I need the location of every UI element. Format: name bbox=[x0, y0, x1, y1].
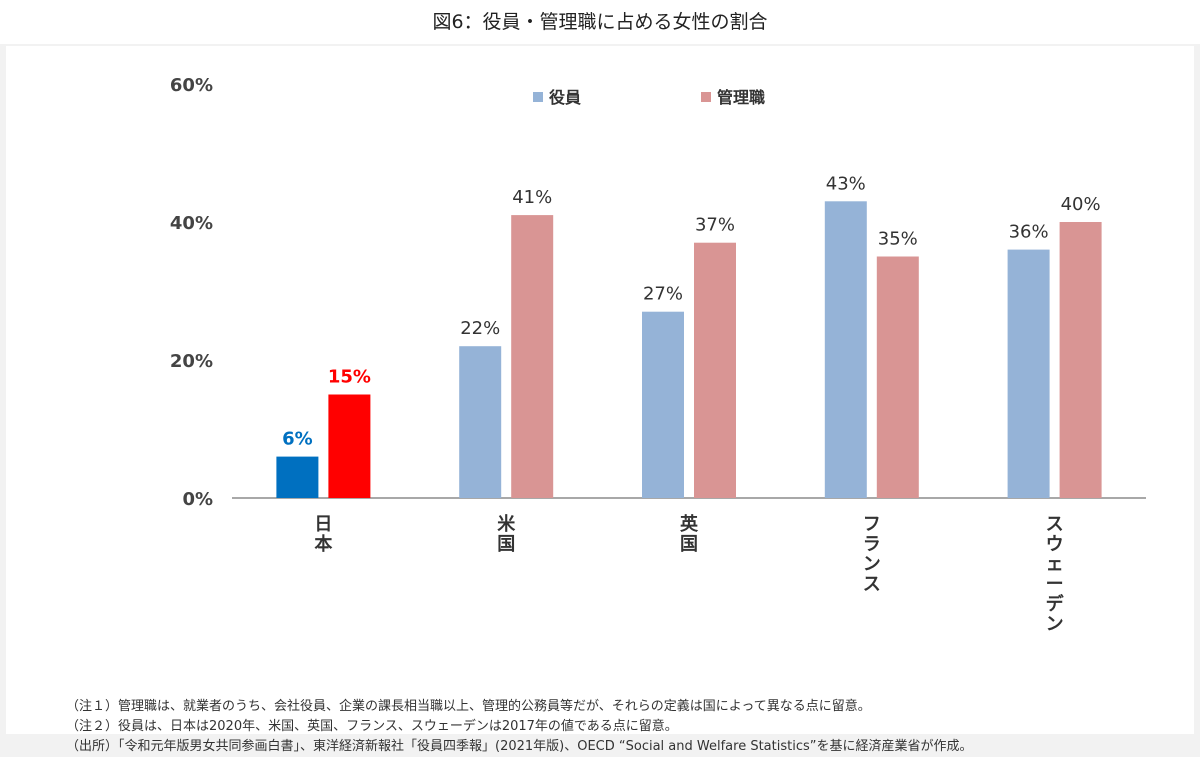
x-tick-label-char: ラ bbox=[863, 534, 881, 555]
bar-executive bbox=[276, 456, 319, 498]
x-tick-label-char: ン bbox=[1046, 614, 1064, 635]
x-tick-label-char: 本 bbox=[314, 533, 332, 555]
data-label: 27% bbox=[643, 284, 683, 305]
bar-manager bbox=[876, 256, 919, 498]
bar-manager bbox=[511, 215, 554, 498]
data-label: 6% bbox=[282, 429, 313, 450]
y-tick-label: 60% bbox=[170, 75, 213, 96]
x-tick-label-char: ン bbox=[863, 554, 881, 575]
bar-executive bbox=[1007, 249, 1050, 498]
bar-manager bbox=[1059, 222, 1102, 498]
x-tick-label-char: ス bbox=[863, 574, 881, 595]
data-label: 36% bbox=[1009, 222, 1049, 243]
bar-manager bbox=[328, 394, 371, 498]
x-tick-label-char: 国 bbox=[680, 534, 698, 555]
legend-swatch bbox=[533, 92, 543, 102]
y-tick-label: 20% bbox=[170, 351, 213, 372]
x-tick-label-char: 日 bbox=[314, 514, 332, 535]
source-note: （出所）「令和元年版男女共同参画白書」、東洋経済新報社「役員四季報」(2021年… bbox=[66, 739, 973, 754]
data-label: 15% bbox=[328, 367, 371, 388]
x-tick-label-char: ェ bbox=[1046, 554, 1064, 575]
data-label: 22% bbox=[460, 318, 500, 339]
x-tick-label-char: ー bbox=[1046, 574, 1064, 595]
data-label: 41% bbox=[512, 187, 552, 208]
y-tick-label: 0% bbox=[182, 489, 213, 510]
legend-swatch bbox=[701, 92, 711, 102]
bar-manager bbox=[694, 242, 736, 498]
x-tick-label-char: 米 bbox=[497, 513, 516, 535]
bar-executive bbox=[824, 201, 867, 499]
legend-label: 役員 bbox=[549, 88, 581, 107]
data-label: 43% bbox=[826, 173, 866, 194]
x-tick-label-char: ス bbox=[1046, 514, 1064, 535]
x-tick-label-char: デ bbox=[1046, 593, 1065, 615]
data-label: 37% bbox=[695, 215, 735, 236]
chart-panel: 0% 20% 40% 60% 6% 15% 日本 22% 41% 米国 27% 37% 英国 43% 35%… bbox=[6, 46, 1194, 754]
page-title: 図6：役員・管理職に占める女性の割合 bbox=[0, 0, 1200, 44]
x-tick-label-char: 国 bbox=[497, 534, 515, 555]
x-tick-label-char: フ bbox=[863, 514, 881, 535]
x-tick-label-char: ウ bbox=[1046, 534, 1064, 555]
bar-executive bbox=[459, 346, 502, 498]
bar-executive bbox=[642, 311, 684, 498]
footnote-1: （注１）管理職は、就業者のうち、会社役員、企業の課長相当職以上、管理的公務員等だ… bbox=[66, 699, 871, 714]
footnotes: （注１）管理職は、就業者のうち、会社役員、企業の課長相当職以上、管理的公務員等だ… bbox=[66, 697, 1186, 757]
data-label: 35% bbox=[878, 229, 918, 250]
data-label: 40% bbox=[1061, 194, 1101, 215]
legend-label: 管理職 bbox=[717, 88, 765, 107]
bar-chart: 0%20%40%60%6%15%日本22%41%米国27%37%英国43%35%… bbox=[170, 75, 1146, 635]
x-tick-label-char: 英 bbox=[679, 513, 699, 535]
footnote-2: （注２）役員は、日本は2020年、米国、英国、フランス、スウェーデンは2017年… bbox=[66, 719, 678, 734]
y-tick-label: 40% bbox=[170, 213, 213, 234]
